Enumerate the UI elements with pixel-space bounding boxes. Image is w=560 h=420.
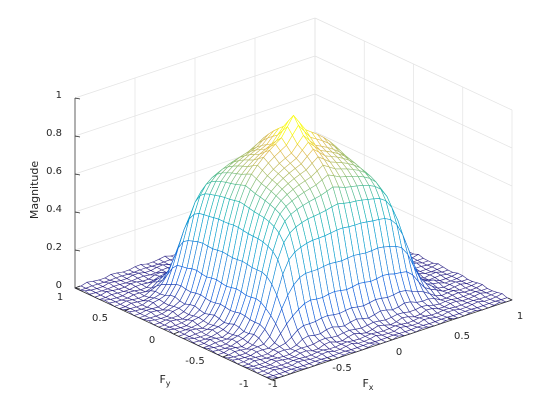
x-tick-label: 0 xyxy=(396,347,402,358)
grid-line xyxy=(314,55,513,149)
tick-mark xyxy=(74,97,81,100)
tick-mark xyxy=(222,354,228,358)
x-axis-label-sub: x xyxy=(369,383,374,392)
y-tick-label: 0 xyxy=(149,335,155,346)
z-tick-label: 1 xyxy=(56,90,62,101)
tick-mark xyxy=(327,357,333,361)
grid-line xyxy=(314,17,513,111)
grid-line xyxy=(314,93,513,187)
x-tick-label: -0.5 xyxy=(332,363,352,374)
z-tick-label: 0.4 xyxy=(46,204,62,215)
y-axis-label-main: F xyxy=(159,373,165,386)
x-tick-label: -1 xyxy=(268,379,278,390)
grid-line xyxy=(74,93,316,175)
tick-mark xyxy=(74,249,81,252)
tick-mark xyxy=(173,331,179,335)
surface-mesh xyxy=(74,114,513,379)
x-tick-label: 0.5 xyxy=(454,331,470,342)
tick-mark xyxy=(387,337,393,341)
mesh-cell xyxy=(267,375,279,379)
z-tick-label: 0.2 xyxy=(46,242,62,253)
z-tick-label: 0.6 xyxy=(46,166,62,177)
y-tick-label: 1 xyxy=(57,292,63,303)
y-tick-label: 0.5 xyxy=(92,313,108,324)
y-tick-label: -1 xyxy=(239,379,249,390)
x-axis-label: Fx xyxy=(362,377,373,392)
tick-mark xyxy=(74,135,81,138)
z-axis-ticks: 0 0.2 0.4 0.6 0.8 1 xyxy=(46,90,62,291)
tick-mark xyxy=(267,377,273,381)
z-tick-label: 0 xyxy=(56,280,62,291)
grid-line xyxy=(74,55,316,137)
y-axis-ticks: 1 0.5 0 -0.5 -1 xyxy=(57,292,249,390)
grid-line xyxy=(74,17,316,99)
y-axis-label-sub: y xyxy=(166,379,171,388)
tick-mark xyxy=(74,285,81,289)
tick-mark xyxy=(507,297,513,301)
tick-mark xyxy=(447,317,453,321)
tick-mark xyxy=(74,287,81,290)
x-axis-ticks: -1 -0.5 0 0.5 1 xyxy=(268,311,523,390)
axes-frame xyxy=(74,97,513,381)
x-axis-label-main: F xyxy=(362,377,368,390)
z-tick-label: 0.8 xyxy=(46,128,62,139)
tick-mark xyxy=(124,308,130,312)
y-axis-label: Fy xyxy=(159,373,170,388)
x-tick-label: 1 xyxy=(517,311,523,322)
tick-mark xyxy=(271,377,278,381)
z-axis-label: Magnitude xyxy=(28,161,41,220)
grid-line xyxy=(314,131,513,225)
tick-mark xyxy=(74,211,81,214)
y-tick-label: -0.5 xyxy=(185,356,205,367)
tick-mark xyxy=(74,173,81,176)
